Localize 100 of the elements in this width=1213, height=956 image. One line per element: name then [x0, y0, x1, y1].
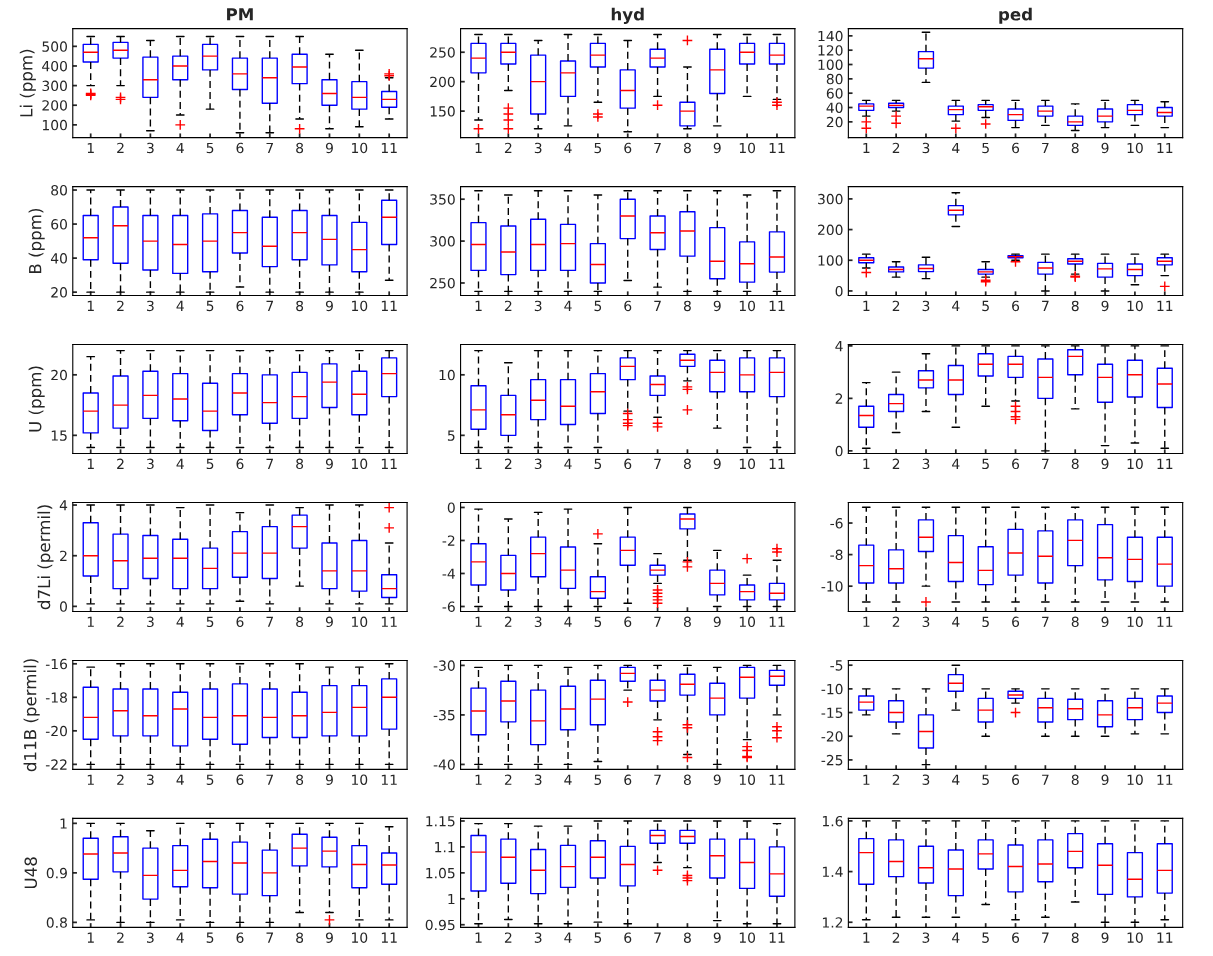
- x-tick-label: 5: [206, 774, 214, 785]
- y-tick-label: -4: [442, 568, 455, 579]
- x-tick-label: 5: [594, 142, 602, 154]
- y-tick-label: 10: [439, 369, 455, 381]
- x-tick-label: 11: [381, 300, 397, 311]
- chart-title: ped: [999, 7, 1032, 24]
- x-tick-label: 10: [739, 774, 756, 785]
- x-tick-label: 2: [504, 458, 512, 469]
- x-tick-label: 7: [266, 932, 274, 943]
- x-tick-label: 8: [296, 458, 304, 470]
- y-tick-label: 120: [818, 45, 843, 56]
- x-tick-label: 4: [176, 458, 184, 469]
- x-tick-label: 7: [1042, 458, 1049, 469]
- x-tick-label: 1: [475, 458, 482, 469]
- x-tick-label: 2: [892, 458, 900, 469]
- y-tick-label: -30: [433, 660, 455, 671]
- x-tick-label: 8: [296, 616, 304, 628]
- x-tick-label: 2: [504, 616, 512, 627]
- x-tick-label: 8: [1071, 458, 1079, 470]
- x-tick-label: 4: [176, 616, 184, 627]
- x-tick-label: 4: [952, 300, 960, 311]
- x-tick-label: 5: [982, 458, 989, 470]
- x-tick-label: 2: [117, 774, 124, 785]
- x-tick-label: 11: [769, 458, 785, 469]
- x-tick-label: 8: [683, 932, 691, 943]
- x-tick-label: 2: [892, 300, 900, 311]
- x-tick-label: 10: [739, 458, 756, 470]
- y-tick-label: 0.8: [46, 917, 67, 928]
- x-tick-label: 11: [1157, 932, 1173, 943]
- y-tick-label: 500: [42, 41, 67, 52]
- x-tick-label: 5: [206, 932, 214, 943]
- x-tick-label: 9: [713, 300, 721, 312]
- y-tick-label: 40: [826, 102, 843, 113]
- x-tick-label: 11: [381, 142, 397, 154]
- x-tick-label: 3: [147, 142, 154, 154]
- y-tick-label: 250: [430, 47, 455, 58]
- x-tick-label: 1: [863, 932, 870, 943]
- x-tick-label: 4: [176, 774, 184, 785]
- x-tick-label: 8: [1071, 774, 1079, 785]
- x-tick-label: 10: [739, 142, 756, 154]
- x-tick-label: 4: [176, 300, 184, 311]
- y-tick-label: 300: [818, 193, 843, 205]
- x-tick-label: 1: [475, 142, 482, 154]
- y-tick-label: 300: [430, 236, 455, 247]
- x-tick-label: 1: [863, 774, 870, 785]
- y-tick-label: 0: [447, 502, 455, 513]
- x-tick-label: 1: [87, 300, 94, 311]
- y-tick-label: -10: [821, 683, 843, 695]
- x-tick-label: 7: [1042, 300, 1049, 311]
- x-tick-label: 5: [594, 932, 602, 943]
- x-tick-label: 5: [206, 300, 214, 312]
- x-tick-label: 5: [982, 142, 989, 154]
- x-tick-label: 3: [922, 616, 930, 628]
- x-tick-label: 3: [534, 300, 542, 312]
- x-tick-label: 10: [1127, 616, 1143, 628]
- x-tick-label: 9: [325, 932, 333, 943]
- x-tick-label: 9: [325, 300, 333, 312]
- x-tick-label: 6: [1012, 774, 1020, 785]
- y-tick-label: -22: [45, 759, 67, 770]
- x-tick-label: 3: [147, 616, 154, 628]
- x-tick-label: 10: [739, 932, 756, 943]
- x-tick-label: 9: [325, 774, 333, 785]
- x-tick-label: 3: [147, 458, 154, 470]
- x-tick-label: 9: [325, 616, 333, 628]
- x-tick-label: 8: [296, 142, 304, 154]
- x-tick-label: 10: [1127, 300, 1143, 312]
- y-tick-label: 1.15: [426, 816, 455, 827]
- x-tick-label: 3: [922, 142, 930, 154]
- x-tick-label: 1: [475, 932, 482, 943]
- y-tick-label: 1: [60, 818, 67, 829]
- y-tick-label: 400: [42, 60, 67, 72]
- x-tick-label: 6: [624, 458, 632, 470]
- y-tick-label: 1: [448, 893, 455, 905]
- x-tick-label: 1: [863, 616, 870, 627]
- x-tick-label: 7: [266, 774, 274, 785]
- x-tick-label: 3: [147, 774, 154, 785]
- x-tick-label: 6: [1012, 616, 1020, 628]
- x-tick-label: 3: [534, 932, 542, 943]
- y-tick-label: 2: [835, 393, 843, 404]
- x-tick-label: 2: [892, 774, 900, 785]
- x-tick-label: 6: [236, 616, 244, 628]
- x-tick-label: 9: [713, 458, 721, 470]
- x-tick-label: 9: [713, 774, 721, 785]
- x-tick-label: 5: [594, 616, 602, 628]
- x-tick-label: 2: [117, 142, 124, 154]
- y-tick-label: 150: [430, 106, 455, 117]
- x-tick-label: 10: [1127, 142, 1143, 154]
- y-tick-label: -15: [821, 707, 843, 719]
- x-tick-label: 1: [87, 774, 94, 785]
- x-tick-label: 5: [594, 458, 602, 470]
- x-tick-label: 8: [296, 932, 304, 943]
- x-tick-label: 4: [564, 300, 572, 311]
- x-tick-label: 9: [713, 616, 721, 628]
- x-tick-label: 7: [266, 300, 274, 311]
- x-tick-label: 11: [769, 300, 785, 311]
- y-tick-label: 1.1: [435, 842, 455, 853]
- x-tick-label: 1: [475, 616, 482, 627]
- x-tick-label: 2: [892, 932, 900, 943]
- y-tick-label: -20: [45, 725, 67, 737]
- x-tick-label: 5: [982, 774, 989, 785]
